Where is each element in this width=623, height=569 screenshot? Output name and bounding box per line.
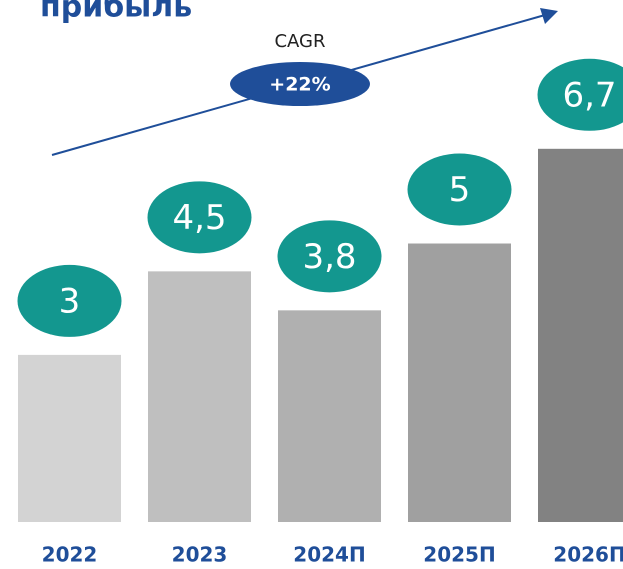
x-tick-label: 2024П [293, 543, 365, 567]
bar [278, 310, 381, 522]
cagr-label: CAGR [274, 31, 325, 52]
value-label: 5 [449, 170, 471, 210]
value-badge [407, 153, 512, 226]
bar [148, 271, 251, 522]
x-tick-label: 2025П [423, 543, 495, 567]
chart-title: прибыль [40, 0, 192, 25]
value-label: 6,7 [562, 75, 616, 115]
x-tick-label: 2022 [42, 543, 98, 567]
cagr-value: +22% [269, 74, 330, 96]
bar [18, 354, 121, 522]
x-tick-label: 2023 [172, 543, 228, 567]
value-label: 3,8 [302, 237, 356, 277]
value-label: 4,5 [172, 198, 226, 238]
value-badge [277, 220, 382, 293]
value-badge [537, 58, 623, 131]
value-badge [17, 264, 122, 337]
bar [408, 243, 511, 522]
cagr-badge [230, 62, 370, 106]
bar [538, 148, 623, 522]
x-tick-label: 2026П [553, 543, 623, 567]
arrow-head [540, 8, 558, 24]
value-badge [147, 181, 252, 254]
value-label: 3 [59, 281, 81, 321]
